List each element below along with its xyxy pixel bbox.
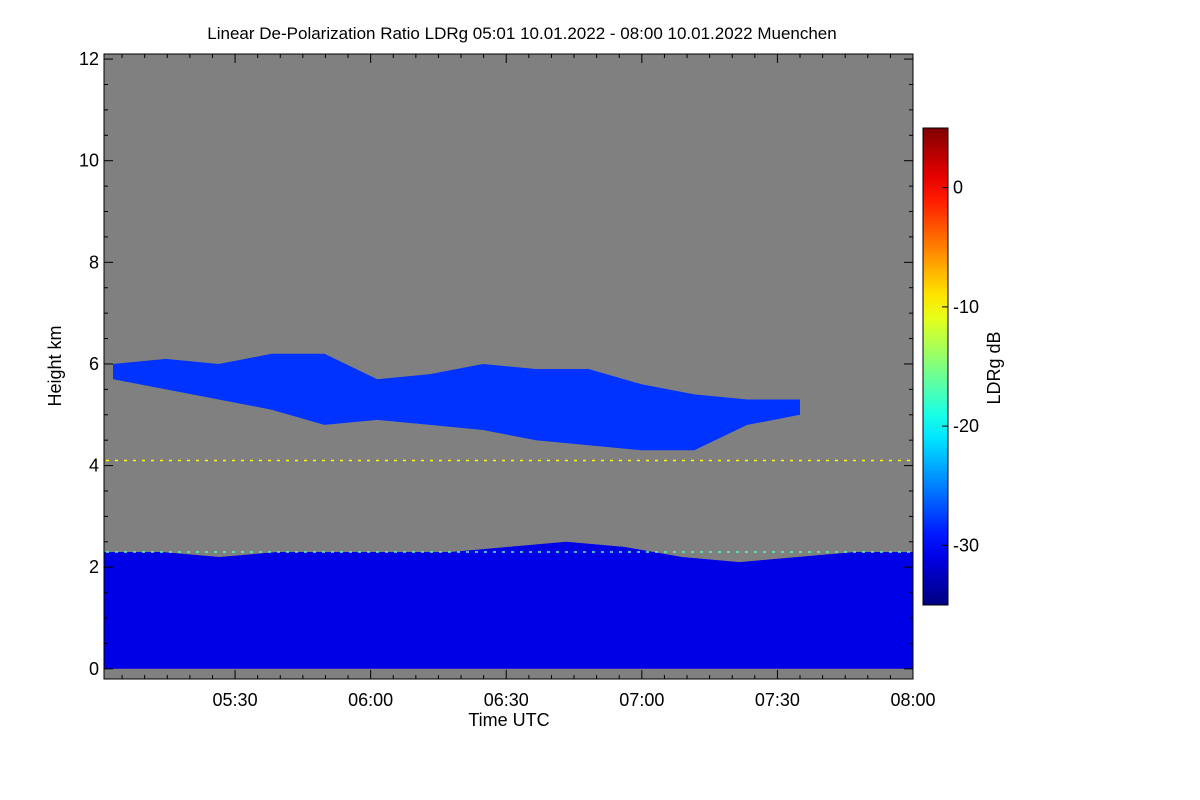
y-tick-label-8: 8	[89, 252, 99, 272]
y-tick-label-6: 6	[89, 354, 99, 374]
x-tick-label-07:00: 07:00	[619, 690, 664, 710]
x-axis-label: Time UTC	[468, 710, 549, 730]
x-tick-label-06:00: 06:00	[348, 690, 393, 710]
colorbar-tick-label--30: -30	[953, 535, 979, 555]
y-tick-label-12: 12	[79, 49, 99, 69]
plot-frame	[103, 53, 914, 680]
plot-layers	[104, 353, 913, 669]
colorbar-tick-label--20: -20	[953, 416, 979, 436]
ice-cloud-layer	[113, 353, 800, 451]
colorbar-tick-label-0: 0	[953, 178, 963, 198]
x-tick-label-08:00: 08:00	[890, 690, 935, 710]
colorbar: 0 -10 -20 -30	[922, 127, 979, 606]
x-tick-label-06:30: 06:30	[484, 690, 529, 710]
axes: 0 2 4 6 8 10 12 05:30 06:00 06:30 07:00 07:30 08:00	[79, 49, 936, 710]
colorbar-label: LDRg dB	[984, 331, 1004, 404]
x-tick-label-07:30: 07:30	[755, 690, 800, 710]
y-axis-label: Height km	[45, 325, 65, 406]
y-tick-label-10: 10	[79, 151, 99, 171]
boundary-layer-aerosol	[104, 541, 913, 669]
colorbar-tick-label--10: -10	[953, 297, 979, 317]
y-tick-label-2: 2	[89, 557, 99, 577]
colorbar-gradient	[922, 127, 949, 606]
y-tick-label-0: 0	[89, 659, 99, 679]
x-tick-label-05:30: 05:30	[213, 690, 258, 710]
chart-title: Linear De-Polarization Ratio LDRg 05:01 …	[207, 24, 836, 43]
y-tick-label-4: 4	[89, 456, 99, 476]
